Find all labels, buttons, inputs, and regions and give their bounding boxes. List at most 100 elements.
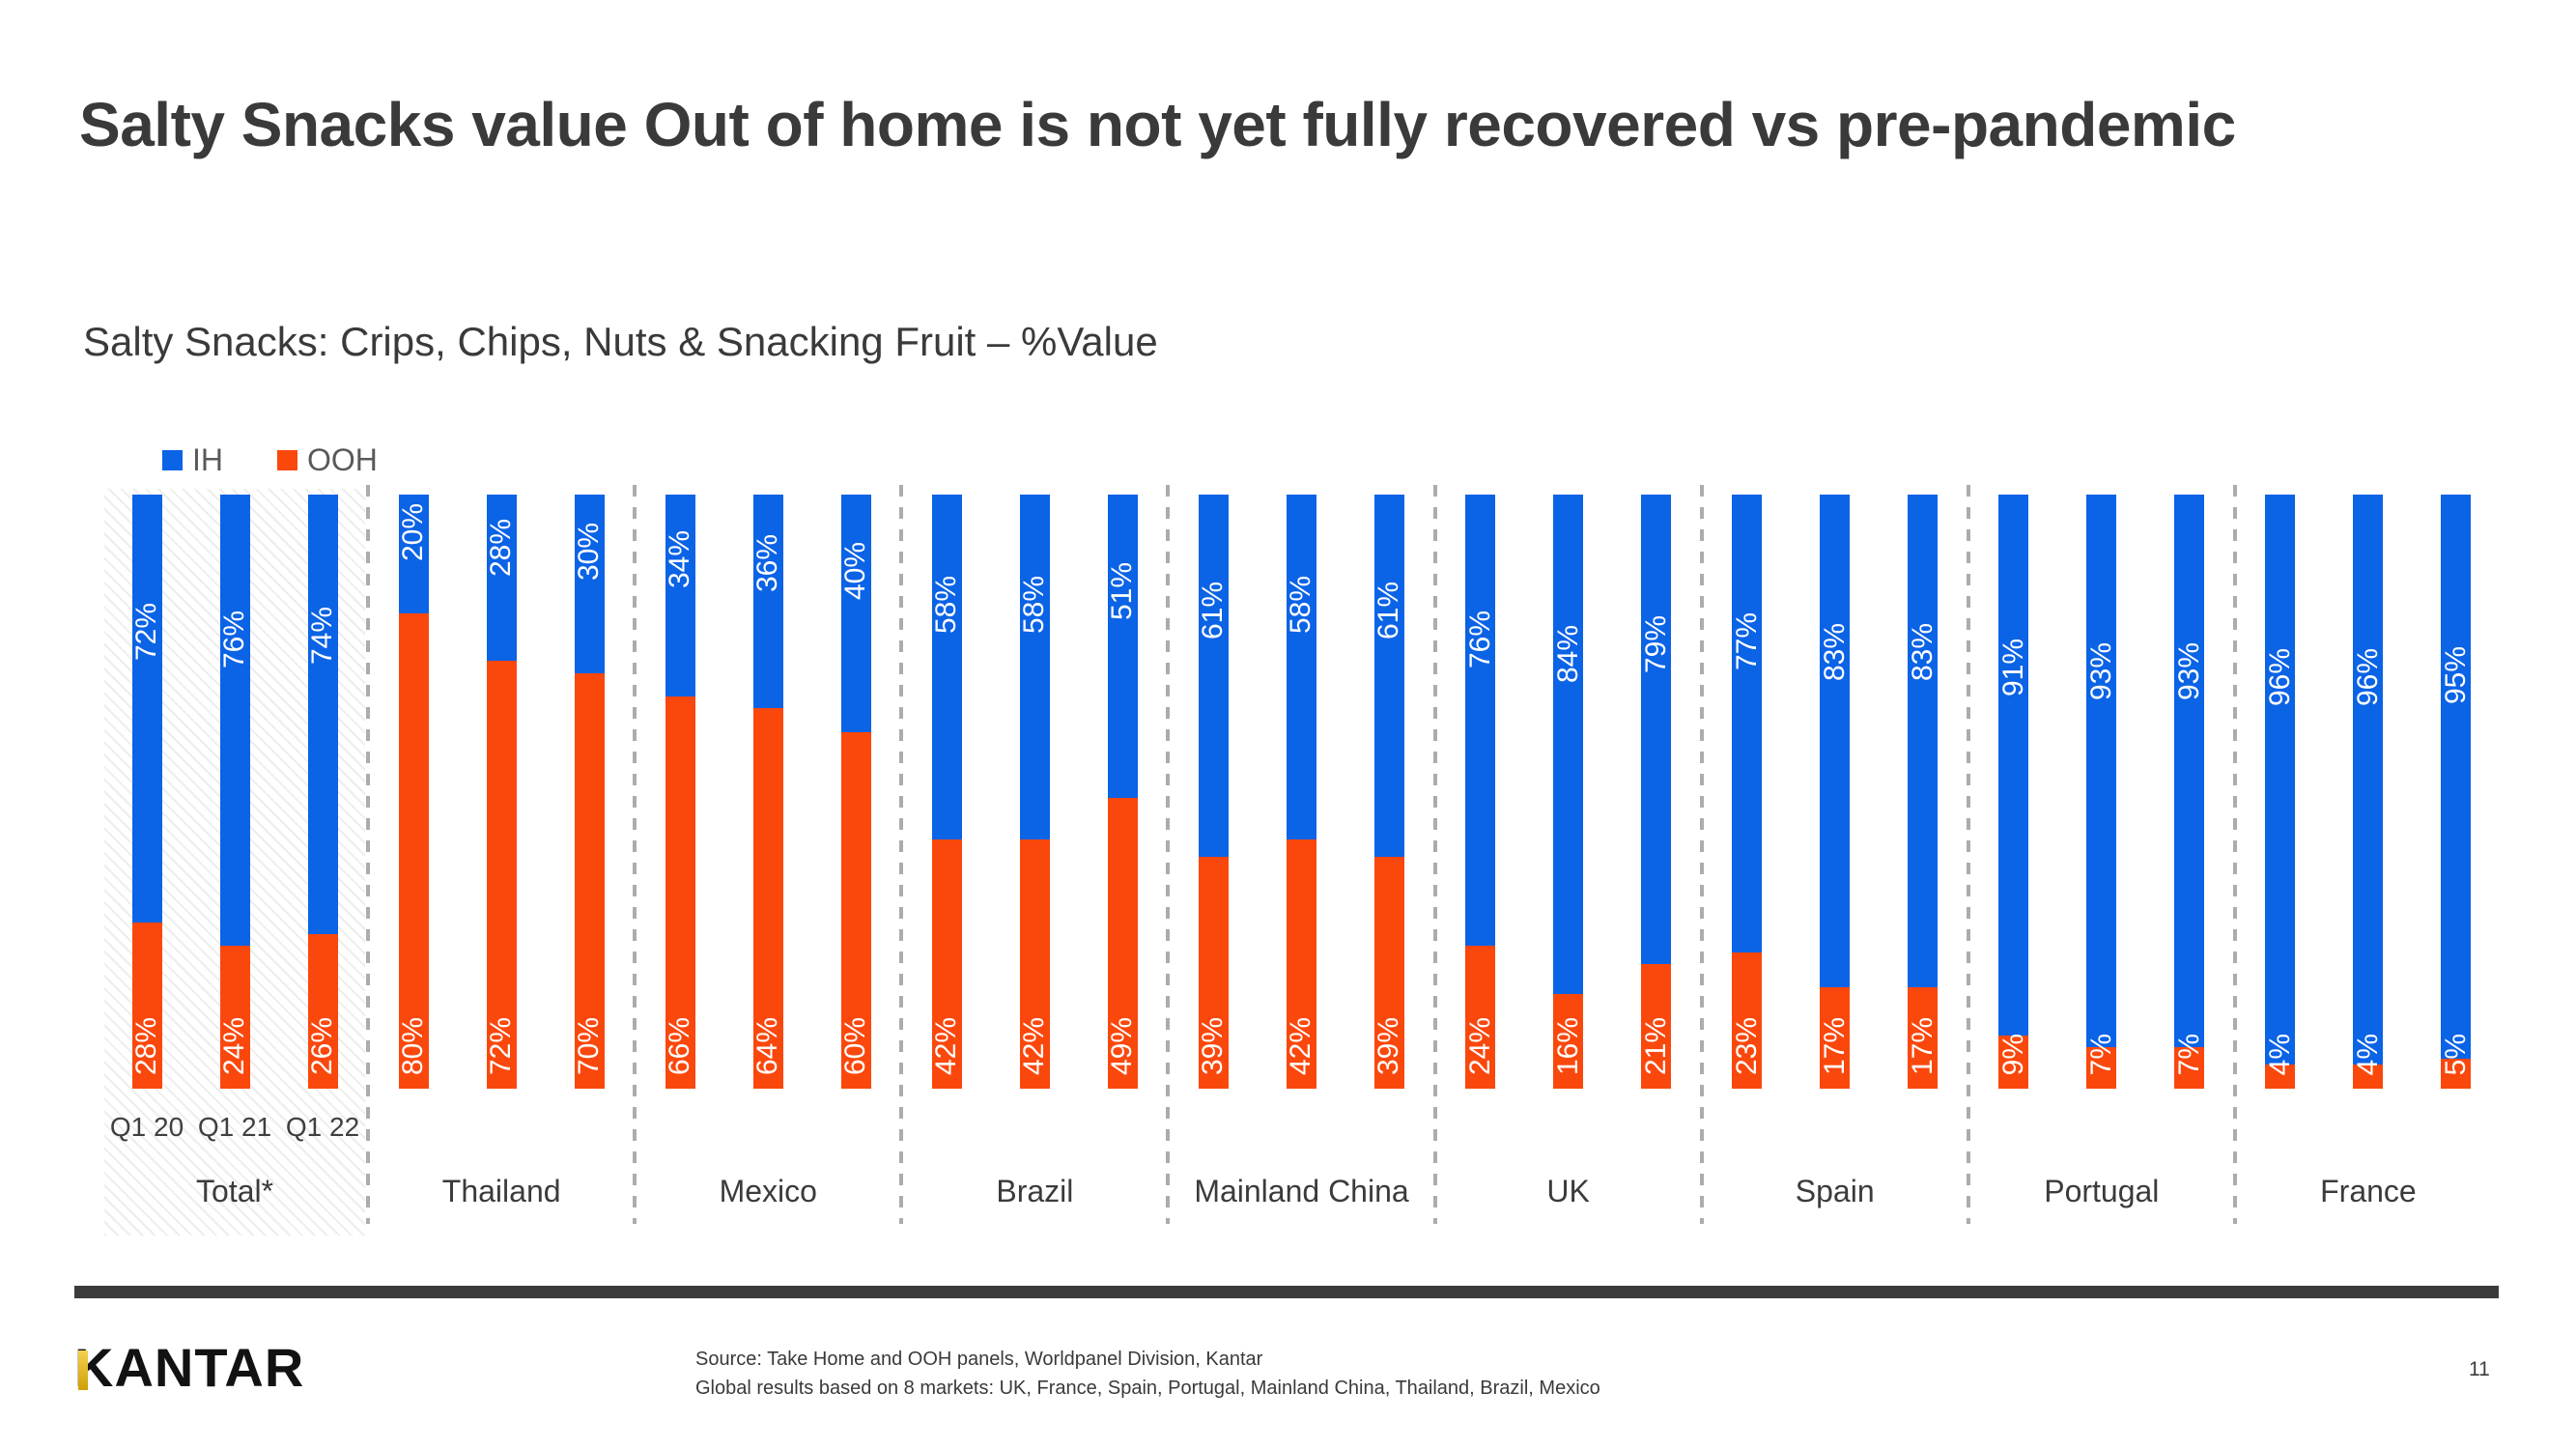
ih-value-label: 76% [1463, 610, 1496, 668]
ih-segment: 93% [2173, 495, 2205, 1047]
bars-row: 72% 28% 76% 24% 74% 26% [101, 495, 368, 1089]
ooh-value-label: 24% [1463, 1016, 1496, 1075]
bars-row: 61% 39% 58% 42% 61% 39% [1168, 495, 1434, 1089]
ih-segment: 58% [1018, 495, 1051, 839]
quarter-labels: Q1 20 Q1 21 Q1 22 [101, 1112, 368, 1143]
bar-group-spain: 77% 23% 83% 17% 83% 17% Spain [1702, 485, 1970, 1224]
ooh-value-label: 4% [2351, 1033, 2384, 1075]
ih-segment: 28% [485, 495, 517, 662]
source-note: Source: Take Home and OOH panels, Worldp… [695, 1345, 1600, 1403]
footer-divider [74, 1286, 2499, 1298]
ooh-segment: 4% [2264, 1034, 2296, 1089]
ooh-segment: 26% [306, 934, 339, 1089]
ih-value-label: 34% [664, 529, 696, 588]
ooh-value-label: 39% [1373, 1016, 1405, 1075]
ih-value-label: 58% [930, 576, 963, 635]
quarter-label: Q1 20 [109, 1112, 184, 1142]
group-separator [1966, 485, 1970, 1224]
ih-value-label: 95% [2439, 645, 2472, 704]
ooh-value-label: 7% [2172, 1033, 2205, 1075]
bar-group-uk: 76% 24% 84% 16% 79% 21% UK [1435, 485, 1704, 1224]
ooh-segment: 5% [2440, 1034, 2472, 1089]
ooh-value-label: 72% [485, 1016, 518, 1075]
ooh-value-label: 4% [2263, 1033, 2296, 1075]
stacked-bar: 77% 23% [1731, 495, 1763, 1089]
ooh-segment: 17% [1818, 987, 1851, 1089]
stacked-bar: 84% 16% [1551, 495, 1584, 1089]
stacked-bar: 91% 9% [1996, 495, 2029, 1089]
ih-value-label: 84% [1551, 625, 1584, 684]
bar-group-brazil: 58% 42% 58% 42% 51% 49% Brazil [901, 485, 1171, 1224]
ih-value-label: 91% [1996, 639, 2029, 697]
group-separator [899, 485, 904, 1224]
bar-group-mainland-china: 61% 39% 58% 42% 61% 39% Mainland China [1168, 485, 1437, 1224]
ooh-segment: 9% [1996, 1033, 2029, 1089]
ih-value-label: 79% [1639, 615, 1672, 674]
ih-value-label: 36% [751, 533, 784, 592]
ooh-segment: 80% [397, 613, 430, 1089]
ooh-segment: 24% [1463, 946, 1496, 1089]
bars-row: 58% 42% 58% 42% 51% 49% [901, 495, 1168, 1089]
ooh-segment: 28% [130, 922, 162, 1089]
ooh-value-label: 26% [306, 1016, 339, 1075]
stacked-bar: 93% 7% [2084, 495, 2117, 1089]
ooh-segment: 66% [664, 696, 696, 1089]
stacked-bar: 40% 60% [839, 495, 872, 1089]
quarter-label: Q1 22 [285, 1112, 360, 1142]
ooh-segment: 64% [751, 708, 784, 1089]
ooh-value-label: 66% [664, 1016, 696, 1075]
ooh-value-label: 21% [1639, 1016, 1672, 1075]
ih-segment: 51% [1106, 495, 1138, 798]
bars-row: 76% 24% 84% 16% 79% 21% [1435, 495, 1702, 1089]
bars-row: 77% 23% 83% 17% 83% 17% [1702, 495, 1968, 1089]
ooh-value-label: 17% [1818, 1016, 1851, 1075]
ooh-segment: 7% [2085, 1034, 2117, 1089]
stacked-bar: 58% 42% [1018, 495, 1051, 1089]
ih-value-label: 96% [2263, 647, 2296, 706]
ih-value-label: 74% [306, 606, 339, 665]
stacked-bar: 58% 42% [930, 495, 963, 1089]
ooh-value-label: 80% [397, 1016, 430, 1075]
ih-segment: 36% [751, 495, 784, 709]
ih-value-label: 96% [2351, 647, 2384, 706]
ooh-value-label: 24% [218, 1016, 251, 1075]
stacked-bar-chart: 72% 28% 76% 24% 74% 26% Q1 20 Q1 21 Q1 22 Total* 2… [101, 485, 2502, 1236]
ooh-segment: 21% [1639, 963, 1672, 1089]
ih-segment: 30% [573, 495, 605, 673]
ih-segment: 96% [2263, 495, 2296, 1065]
page-number: 11 [2469, 1358, 2490, 1380]
ih-color-swatch [162, 450, 183, 470]
ih-segment: 40% [839, 495, 871, 732]
legend-item-ooh: OOH [277, 442, 378, 478]
ooh-color-swatch [277, 450, 297, 470]
ih-segment: 61% [1373, 495, 1404, 858]
group-label: Total* [196, 1174, 274, 1208]
chart-subtitle: Salty Snacks: Crips, Chips, Nuts & Snack… [83, 319, 1158, 364]
group-separator [1432, 485, 1437, 1224]
ih-segment: 79% [1639, 495, 1672, 964]
bar-group-thailand: 20% 80% 28% 72% 30% 70% Thailand [368, 485, 637, 1224]
ooh-value-label: 60% [839, 1016, 872, 1075]
ooh-value-label: 16% [1551, 1016, 1584, 1075]
group-separator [366, 485, 371, 1224]
ooh-value-label: 5% [2439, 1033, 2472, 1075]
stacked-bar: 20% 80% [397, 495, 430, 1089]
stacked-bar: 51% 49% [1106, 495, 1138, 1089]
ooh-value-label: 7% [2084, 1033, 2117, 1075]
quarter-label: Q1 21 [197, 1112, 272, 1142]
ooh-value-label: 9% [1996, 1033, 2029, 1075]
ooh-value-label: 39% [1197, 1016, 1230, 1075]
group-label: Brazil [996, 1174, 1074, 1208]
ooh-value-label: 42% [930, 1016, 963, 1075]
ooh-value-label: 64% [751, 1016, 784, 1075]
stacked-bar: 93% 7% [2172, 495, 2205, 1089]
ih-segment: 95% [2439, 495, 2472, 1060]
ih-value-label: 83% [1818, 623, 1851, 682]
group-separator [2232, 485, 2237, 1224]
bars-row: 34% 66% 36% 64% 40% 60% [635, 495, 901, 1089]
ih-value-label: 93% [2084, 641, 2117, 701]
ih-value-label: 58% [1018, 576, 1051, 635]
kantar-logo-text: KANTAR [74, 1337, 305, 1398]
ih-value-label: 61% [1197, 582, 1230, 640]
